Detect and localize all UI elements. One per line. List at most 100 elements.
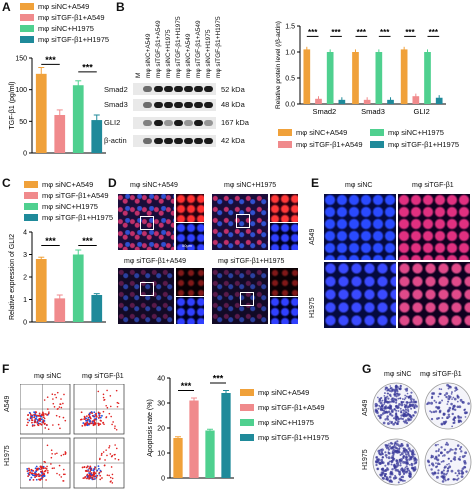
legend-label: mφ siNC+A549	[296, 128, 348, 137]
colony	[388, 443, 390, 445]
colony	[382, 421, 386, 425]
colony	[399, 459, 403, 463]
colony	[398, 444, 402, 448]
colony	[453, 408, 457, 412]
colony	[404, 466, 407, 469]
flow-event	[97, 465, 100, 468]
well-outline	[424, 382, 472, 430]
colony	[441, 474, 445, 478]
legend-item: mφ siTGF-β1+A549	[24, 191, 109, 200]
flow-event	[35, 411, 38, 414]
colony	[407, 418, 410, 422]
flow-event	[45, 479, 47, 481]
colony	[450, 459, 453, 463]
flow-event	[99, 474, 102, 477]
colony	[395, 422, 399, 426]
colony	[393, 467, 396, 470]
colony	[441, 416, 444, 419]
colony	[392, 417, 395, 420]
colony	[440, 460, 443, 463]
flow-event	[86, 418, 89, 421]
flow-event	[102, 396, 105, 399]
flow-event	[94, 477, 96, 480]
colony	[432, 464, 435, 467]
flow-event	[41, 470, 44, 473]
flow-event	[111, 482, 114, 484]
colony	[460, 445, 463, 449]
colony	[437, 449, 440, 452]
colony	[447, 457, 450, 460]
colony	[446, 470, 449, 473]
flow-event	[62, 473, 65, 476]
bar	[435, 97, 443, 104]
colony	[441, 480, 445, 483]
colony	[443, 394, 446, 397]
flow-event	[114, 444, 116, 446]
flow-event	[62, 453, 65, 456]
colony	[384, 443, 387, 447]
flow-event	[110, 455, 113, 458]
colony	[445, 395, 448, 399]
colony	[388, 393, 392, 397]
flow-plot	[73, 384, 125, 435]
colony	[405, 453, 408, 456]
flow-event	[43, 417, 46, 420]
legend-item: mφ siNC+A549	[20, 2, 89, 11]
colony	[406, 392, 409, 395]
colony	[434, 444, 438, 447]
flow-event	[51, 452, 53, 455]
sig-label: ***	[82, 236, 93, 246]
panel-label-f: F	[2, 362, 10, 376]
blot-row-smad2	[133, 83, 216, 95]
flow-event	[50, 463, 52, 465]
flow-event	[28, 467, 30, 470]
colony	[402, 455, 406, 458]
legend-item: mφ siTGF-β1+H1975	[240, 433, 329, 442]
flow-event	[106, 406, 109, 409]
flow-event	[111, 423, 113, 426]
flow-event	[38, 417, 41, 420]
flow-event	[95, 476, 98, 479]
flow-event	[55, 414, 58, 417]
colony	[388, 460, 391, 463]
flow-event	[92, 415, 95, 418]
flow-event	[83, 416, 86, 419]
colony	[467, 402, 470, 405]
colony	[404, 394, 407, 397]
colony	[403, 410, 406, 412]
flow-event	[94, 414, 96, 416]
colony	[406, 408, 410, 412]
colony	[391, 468, 394, 471]
colony	[410, 399, 413, 402]
colony	[464, 451, 468, 455]
colony	[396, 386, 399, 389]
flow-event	[89, 417, 92, 420]
colony	[438, 402, 441, 405]
colony	[401, 469, 404, 472]
flow-event	[104, 459, 106, 461]
colony	[391, 397, 395, 401]
flow-event	[99, 419, 102, 422]
flow-plot	[20, 437, 71, 489]
colony	[403, 403, 406, 406]
bar	[303, 49, 311, 104]
if-image-blue	[270, 223, 298, 250]
colony	[379, 453, 383, 456]
flow-event	[90, 422, 93, 425]
flow-event	[114, 453, 116, 456]
colony	[461, 467, 465, 470]
colony	[390, 463, 393, 466]
bar	[54, 115, 66, 153]
colony	[459, 398, 463, 402]
flow-event	[32, 474, 34, 477]
colony	[445, 392, 449, 395]
colony	[447, 413, 451, 417]
colony	[392, 448, 395, 451]
colony	[390, 446, 394, 450]
colony	[411, 455, 415, 458]
legend-c: mφ siNC+A549 mφ siTGF-β1+A549 mφ siNC+H1…	[24, 180, 124, 230]
flow-event	[86, 473, 89, 476]
colony	[377, 449, 381, 453]
flow-event	[62, 402, 64, 405]
flow-event	[97, 422, 100, 425]
